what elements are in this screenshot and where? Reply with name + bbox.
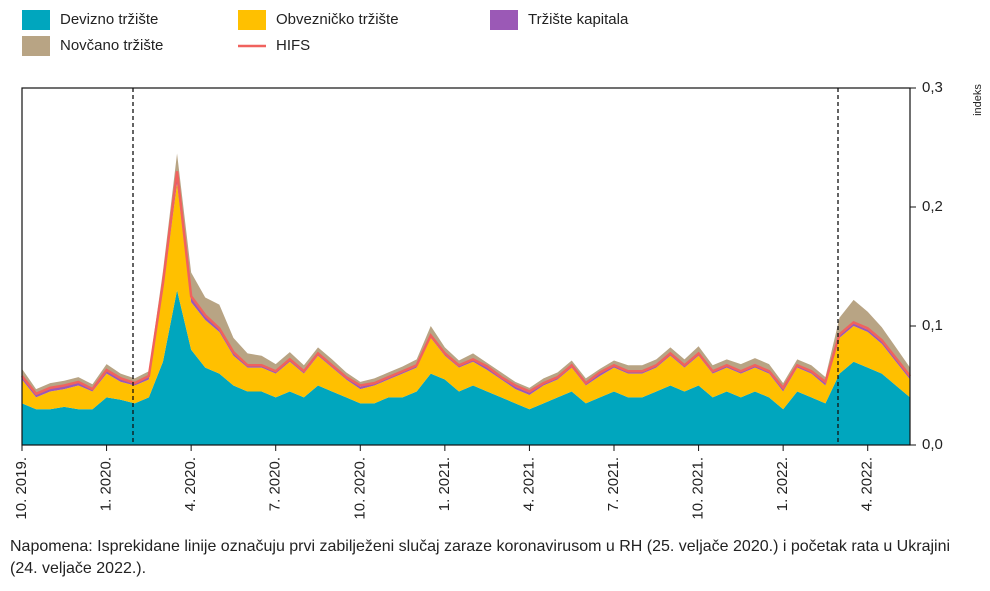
legend-swatch: [490, 10, 518, 30]
x-tick-label: 1. 2020.: [98, 457, 115, 511]
legend-swatch: [22, 36, 50, 56]
line: [21, 171, 911, 396]
area: [22, 153, 910, 394]
x-tick-label: 4. 2021.: [520, 457, 537, 511]
x-tick-label: 1. 2021.: [436, 457, 453, 511]
area: [22, 171, 910, 398]
chart: 0,0 0,1 0,2 0,3 10. 2019. 1. 2020. 4. 2020. 7. …: [13, 10, 984, 520]
note: Napomena: Isprekidane linije označuju pr…: [10, 538, 951, 577]
legend-label: Obvezničko tržište: [276, 11, 399, 28]
legend-label: HIFS: [276, 37, 310, 54]
x-tick-label: 1. 2022.: [774, 457, 791, 511]
x-tick-label: 4. 2022.: [859, 457, 876, 511]
legend-label: Tržište kapitala: [528, 11, 629, 28]
y-axis-label: indeks: [972, 84, 984, 116]
y-tick-label: 0,2: [922, 198, 943, 215]
x-tick-label: 7. 2020.: [267, 457, 284, 511]
y-tick-label: 0,3: [922, 79, 943, 96]
x-tick-label: 7. 2021.: [605, 457, 622, 511]
legend-label: Novčano tržište: [60, 37, 163, 54]
legend-label: Devizno tržište: [60, 11, 158, 28]
x-tick-label: 4. 2020.: [182, 457, 199, 511]
area: [22, 183, 910, 410]
y-tick-label: 0,1: [922, 317, 943, 334]
plot-frame: [21, 87, 911, 446]
x-tick-label: 10. 2019.: [13, 457, 30, 520]
legend-swatch: [22, 10, 50, 30]
x-tick-label: 10. 2021.: [690, 457, 707, 520]
legend-swatch: [238, 10, 266, 30]
plot: 0,0 0,1 0,2 0,3 10. 2019. 1. 2020. 4. 2020. 7. …: [13, 10, 943, 520]
area: [22, 290, 910, 445]
x-tick-label: 10. 2020.: [351, 457, 368, 520]
y-tick-label: 0,0: [922, 436, 943, 453]
